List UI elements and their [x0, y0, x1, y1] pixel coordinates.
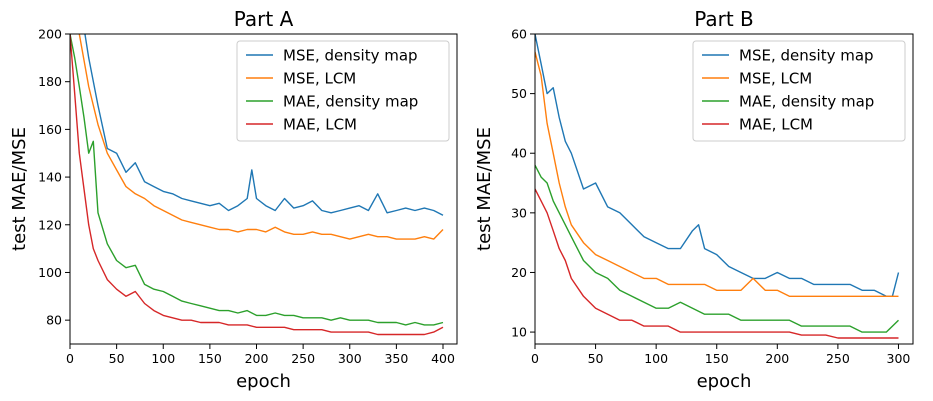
panel-1-series-line-2	[78, 34, 444, 240]
panel-1-chart: 0 50 100 150 200 250 300 350 400 80 100 120 140 160 18…	[9, 7, 458, 392]
panel-1-x-tick-label: 100	[151, 351, 175, 366]
panel-2-y-tick-label: 60	[511, 27, 527, 42]
panel-2-x-tick-label: 150	[705, 351, 729, 366]
panel-1-legend-label-2: MSE, LCM	[283, 70, 356, 88]
panel-1-legend-label-4: MAE, LCM	[283, 116, 357, 134]
panel-1-x-tick-label: 150	[198, 351, 222, 366]
panel-2-series-line-2	[535, 51, 899, 297]
panel-1-axes-frame	[69, 33, 458, 345]
panel-1-x-axis-label: epoch	[236, 371, 291, 392]
panel-2-y-tick-label: 30	[511, 205, 527, 220]
panel-1-y-axis-label: test MAE/MSE	[9, 127, 30, 251]
panel-1-series-line-3	[70, 34, 444, 326]
panel-1-x-tick-label: 350	[384, 351, 408, 366]
panel-2-series-line-3	[535, 164, 899, 333]
panel-1-y-tick-label: 120	[38, 217, 62, 232]
panel-2-axes-frame	[534, 33, 914, 345]
panel-2-y-tick-label: 10	[511, 325, 527, 340]
panel-1-y-tick-label: 180	[38, 74, 62, 89]
panel-2-legend-label-2: MSE, LCM	[739, 70, 812, 88]
panel-2-y-tick-label: 50	[511, 86, 527, 101]
panel-2-x-tick-label: 0	[531, 351, 539, 366]
panel-2-title: Part B	[694, 7, 754, 31]
panel-2-legend-label-3: MAE, density map	[739, 93, 874, 111]
panel-1-title: Part A	[234, 7, 294, 31]
panel-1-x-tick-label: 400	[431, 351, 455, 366]
panel-1-x-tick-label: 300	[338, 351, 362, 366]
panel-1-y-tick-label: 80	[46, 313, 62, 328]
panel-1-legend-box	[236, 40, 450, 142]
panel-2-legend-box	[692, 40, 906, 142]
panel-2-legend: MSE, density map MSE, LCM MAE, density map…	[692, 40, 906, 142]
panel-1-legend-label-3: MAE, density map	[283, 93, 418, 111]
panel-1-legend-label-1: MSE, density map	[283, 47, 418, 65]
panel-2-y-tick-label: 40	[511, 146, 527, 161]
panel-2-legend-label-1: MSE, density map	[739, 47, 874, 65]
panel-2-x-tick-label: 250	[826, 351, 850, 366]
panel-2-x-axis-label: epoch	[697, 371, 752, 392]
panel-1-y-tick-label: 160	[38, 122, 62, 137]
panel-2-x-tick-label: 200	[765, 351, 789, 366]
panel-1-x-tick-label: 50	[109, 351, 125, 366]
panel-1-x-tick-label: 0	[66, 351, 74, 366]
panel-2-chart: 0 50 100 150 200 250 300 10 20 30 40 50 60 Part B epoc…	[474, 7, 914, 392]
panel-2-x-tick-label: 300	[887, 351, 911, 366]
panel-1-series-line-4	[70, 34, 444, 336]
panel-1-legend: MSE, density map MSE, LCM MAE, density map…	[236, 40, 450, 142]
panel-2-y-axis-label: test MAE/MSE	[474, 127, 495, 251]
panel-2-x-tick-label: 50	[588, 351, 604, 366]
panel-1-y-tick-label: 100	[38, 265, 62, 280]
panel-2-series-line-4	[535, 188, 899, 339]
panel-1-y-tick-label: 200	[38, 27, 62, 42]
panel-1-x-tick-label: 200	[245, 351, 269, 366]
panel-2-x-tick-label: 100	[644, 351, 668, 366]
panel-1-x-tick-label: 250	[291, 351, 315, 366]
panel-2-series-line-1	[535, 34, 900, 297]
panel-1-series-line-1	[84, 34, 444, 216]
panel-2-y-tick-label: 20	[511, 265, 527, 280]
panel-2-legend-label-4: MAE, LCM	[739, 116, 813, 134]
panel-1-y-tick-label: 140	[38, 170, 62, 185]
